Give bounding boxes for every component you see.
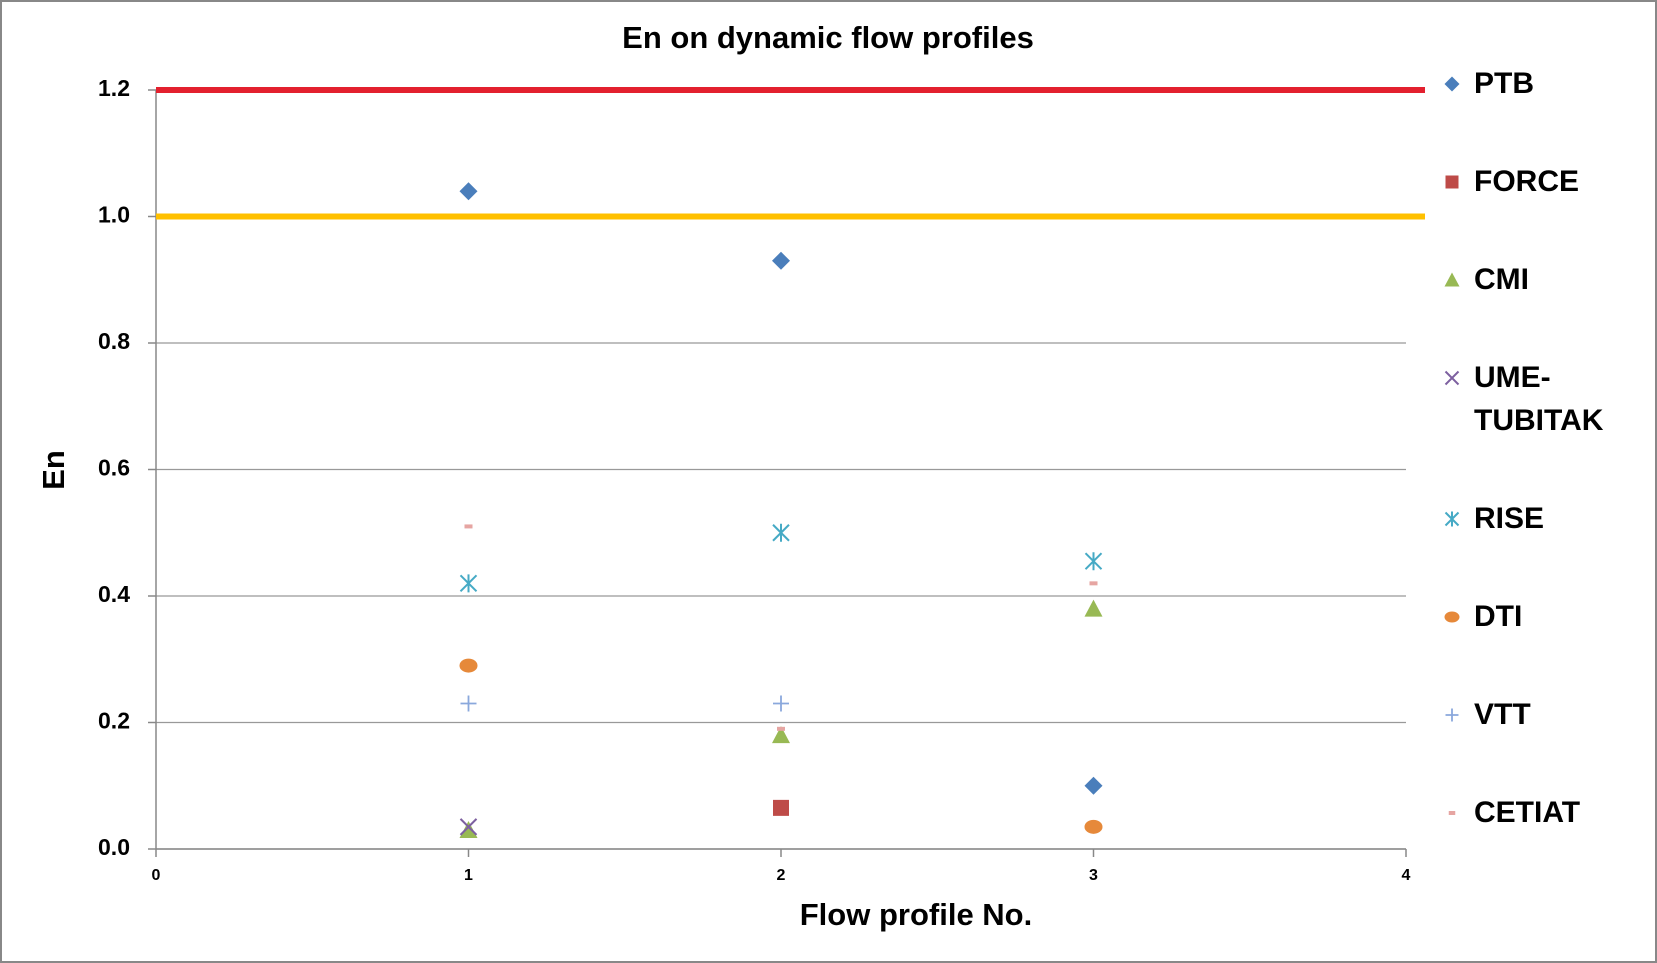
data-point: [777, 726, 785, 731]
data-point: [1084, 776, 1103, 795]
y-tick-label: 1.2: [98, 75, 130, 101]
data-point: [460, 695, 477, 712]
legend-label: FORCE: [1474, 165, 1579, 198]
legend-item: VTT: [1440, 693, 1640, 736]
legend-marker: [1445, 708, 1459, 722]
legend-label: PTB: [1474, 67, 1534, 100]
legend-symbol: [1444, 76, 1460, 92]
x-tick-label: 3: [1089, 867, 1098, 884]
legend-symbol: [1444, 611, 1460, 623]
data-point: [1084, 819, 1103, 834]
x-axis-label: Flow profile No.: [800, 897, 1033, 932]
legend-label: DTI: [1474, 600, 1523, 633]
legend-marker: [1444, 370, 1460, 386]
data-point: [459, 821, 478, 839]
legend-symbol: [1444, 511, 1460, 527]
y-tick-label: 0.4: [98, 581, 130, 607]
y-tick-label: 1.0: [98, 202, 130, 228]
legend-symbol: [1448, 811, 1456, 815]
data-point: [459, 182, 478, 201]
x-tick-label: 1: [464, 867, 473, 884]
legend-marker: [1445, 175, 1459, 189]
legend-label: VTT: [1474, 698, 1531, 731]
y-tick-label: 0.8: [98, 328, 130, 354]
y-tick-label: 0.2: [98, 708, 130, 734]
legend-item: RISE: [1440, 497, 1640, 540]
data-point: [772, 251, 790, 270]
legend-item: CETIAT: [1440, 791, 1640, 834]
legend-marker: [1448, 811, 1456, 815]
data-point: [459, 574, 478, 593]
legend-marker: [1444, 272, 1460, 287]
legend-symbol: [1444, 272, 1460, 287]
legend-item: UME-TUBITAK: [1440, 356, 1640, 442]
data-point: [1089, 581, 1098, 586]
chart-title: En on dynamic flow profiles: [622, 20, 1034, 55]
legend-label: RISE: [1474, 502, 1545, 535]
legend-item: FORCE: [1440, 160, 1640, 203]
legend-label: UME-TUBITAK: [1474, 361, 1604, 437]
data-point: [773, 695, 789, 712]
data-point: [772, 523, 790, 542]
x-tick-label: 4: [1402, 867, 1411, 884]
y-axis-label: En: [36, 450, 71, 490]
data-point: [464, 524, 473, 529]
legend-label: CETIAT: [1474, 796, 1581, 829]
data-point: [1084, 599, 1103, 617]
x-tick-label: 2: [777, 867, 786, 884]
data-point: [1084, 552, 1103, 571]
legend-marker: [1444, 611, 1460, 623]
y-tick-label: 0.0: [98, 834, 130, 860]
legend-item: PTB: [1440, 62, 1640, 105]
data-point: [459, 658, 478, 673]
legend-item: DTI: [1440, 595, 1640, 638]
legend-item: CMI: [1440, 258, 1640, 301]
data-point: [459, 818, 478, 836]
legend-symbol: [1445, 175, 1459, 189]
x-tick-label: 0: [152, 867, 161, 884]
legend-symbol: [1444, 370, 1460, 386]
legend-label: CMI: [1474, 263, 1529, 296]
y-tick-label: 0.6: [98, 455, 130, 481]
data-point: [772, 726, 790, 744]
legend-symbol: [1445, 708, 1459, 722]
data-point: [773, 799, 789, 816]
legend-marker: [1444, 76, 1460, 92]
legend-marker: [1444, 511, 1460, 527]
